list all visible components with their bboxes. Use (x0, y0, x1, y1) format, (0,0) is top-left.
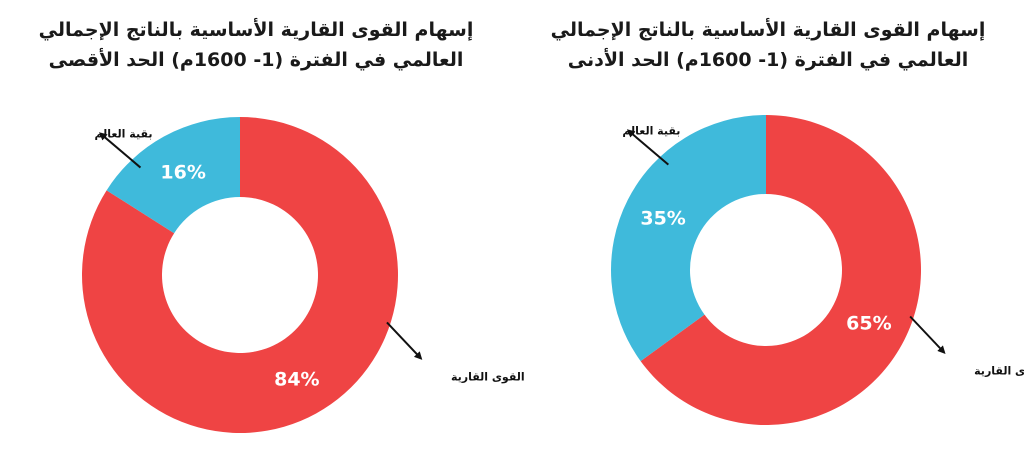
chart-title-min-line-2: العالمي في الفترة (1- 1600م) الحد الأدنى (567, 49, 969, 71)
value-label-max-0: 84% (274, 368, 319, 390)
slice-max-0 (82, 117, 399, 433)
chart-title-min: إسهام القوى القارية الأساسية بالناتج الإ… (512, 15, 1024, 75)
category-label-max-1: بقية العالم (94, 128, 152, 141)
chart-title-max: إسهام القوى القارية الأساسية بالناتج الإ… (0, 15, 512, 75)
slice-max-1 (106, 117, 240, 234)
value-label-max-1: 16% (160, 162, 205, 184)
leader-arrow-max-0 (386, 321, 423, 360)
category-label-min-0: القوى القارية (974, 365, 1024, 378)
leader-arrow-min-1 (626, 129, 669, 166)
category-label-min-1: بقية العالم (622, 125, 680, 138)
value-label-min-1: 35% (640, 208, 685, 230)
donut-max: 84% القوى القارية 16% بقية العالم (82, 117, 525, 433)
leader-arrow-max-1 (98, 132, 142, 169)
donut-min: 65% القوى القارية 35% بقية العالم (611, 115, 1024, 426)
slice-min-1 (611, 115, 766, 362)
chart-title-max-line-1: إسهام القوى القارية الأساسية بالناتج الإ… (38, 19, 474, 41)
slice-min-0 (640, 115, 921, 426)
category-label-max-0: القوى القارية (451, 370, 525, 383)
leader-arrow-min-0 (909, 315, 946, 354)
value-label-min-0: 65% (846, 312, 891, 334)
chart-title-min-line-1: إسهام القوى القارية الأساسية بالناتج الإ… (550, 19, 986, 41)
chart-title-max-line-2: العالمي في الفترة (1- 1600م) الحد الأقصى (48, 49, 464, 71)
